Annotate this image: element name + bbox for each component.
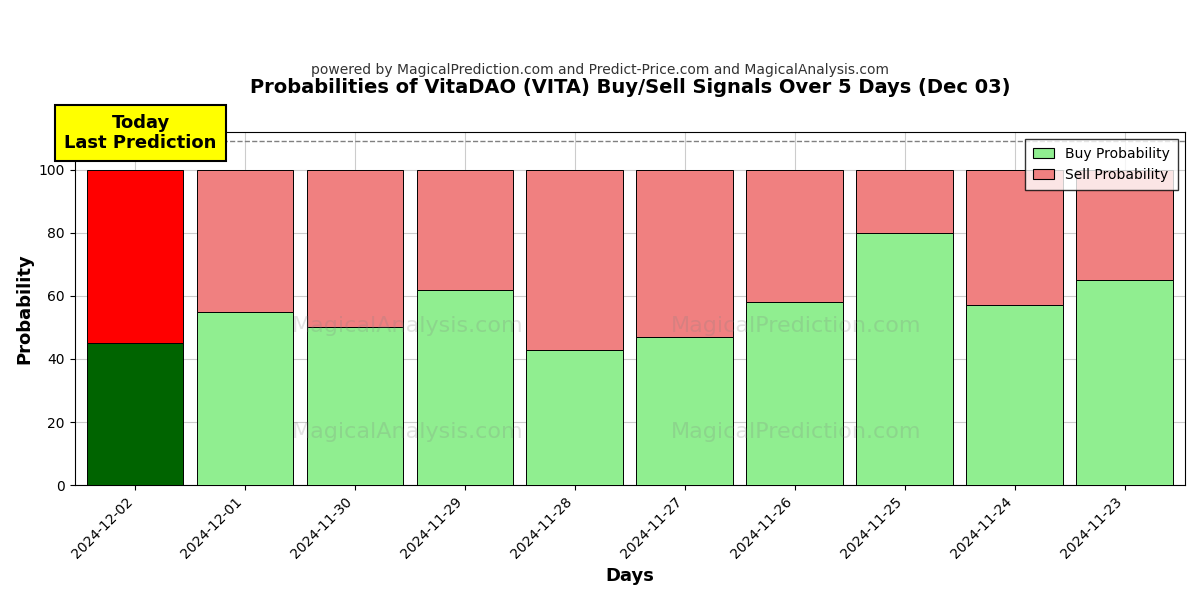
Bar: [746, 302, 844, 485]
Legend: Buy Probability, Sell Probability: Buy Probability, Sell Probability: [1025, 139, 1178, 190]
Bar: [307, 170, 403, 328]
Bar: [197, 170, 294, 311]
Bar: [86, 170, 184, 343]
Text: MagicalAnalysis.com: MagicalAnalysis.com: [292, 422, 523, 442]
Title: Probabilities of VitaDAO (VITA) Buy/Sell Signals Over 5 Days (Dec 03): Probabilities of VitaDAO (VITA) Buy/Sell…: [250, 78, 1010, 97]
Bar: [527, 350, 623, 485]
Bar: [746, 170, 844, 302]
Bar: [307, 328, 403, 485]
Y-axis label: Probability: Probability: [16, 253, 34, 364]
Text: MagicalAnalysis.com: MagicalAnalysis.com: [292, 316, 523, 336]
Bar: [1076, 280, 1172, 485]
Bar: [966, 170, 1063, 305]
Bar: [966, 305, 1063, 485]
Bar: [1076, 170, 1172, 280]
Bar: [527, 170, 623, 350]
Text: MagicalPrediction.com: MagicalPrediction.com: [671, 422, 922, 442]
X-axis label: Days: Days: [605, 567, 654, 585]
Bar: [636, 170, 733, 337]
Text: MagicalPrediction.com: MagicalPrediction.com: [671, 316, 922, 336]
Bar: [857, 170, 953, 233]
Bar: [857, 233, 953, 485]
Text: Today
Last Prediction: Today Last Prediction: [65, 113, 217, 152]
Bar: [197, 311, 294, 485]
Bar: [636, 337, 733, 485]
Text: powered by MagicalPrediction.com and Predict-Price.com and MagicalAnalysis.com: powered by MagicalPrediction.com and Pre…: [311, 63, 889, 77]
Bar: [416, 170, 514, 290]
Bar: [86, 343, 184, 485]
Bar: [416, 290, 514, 485]
